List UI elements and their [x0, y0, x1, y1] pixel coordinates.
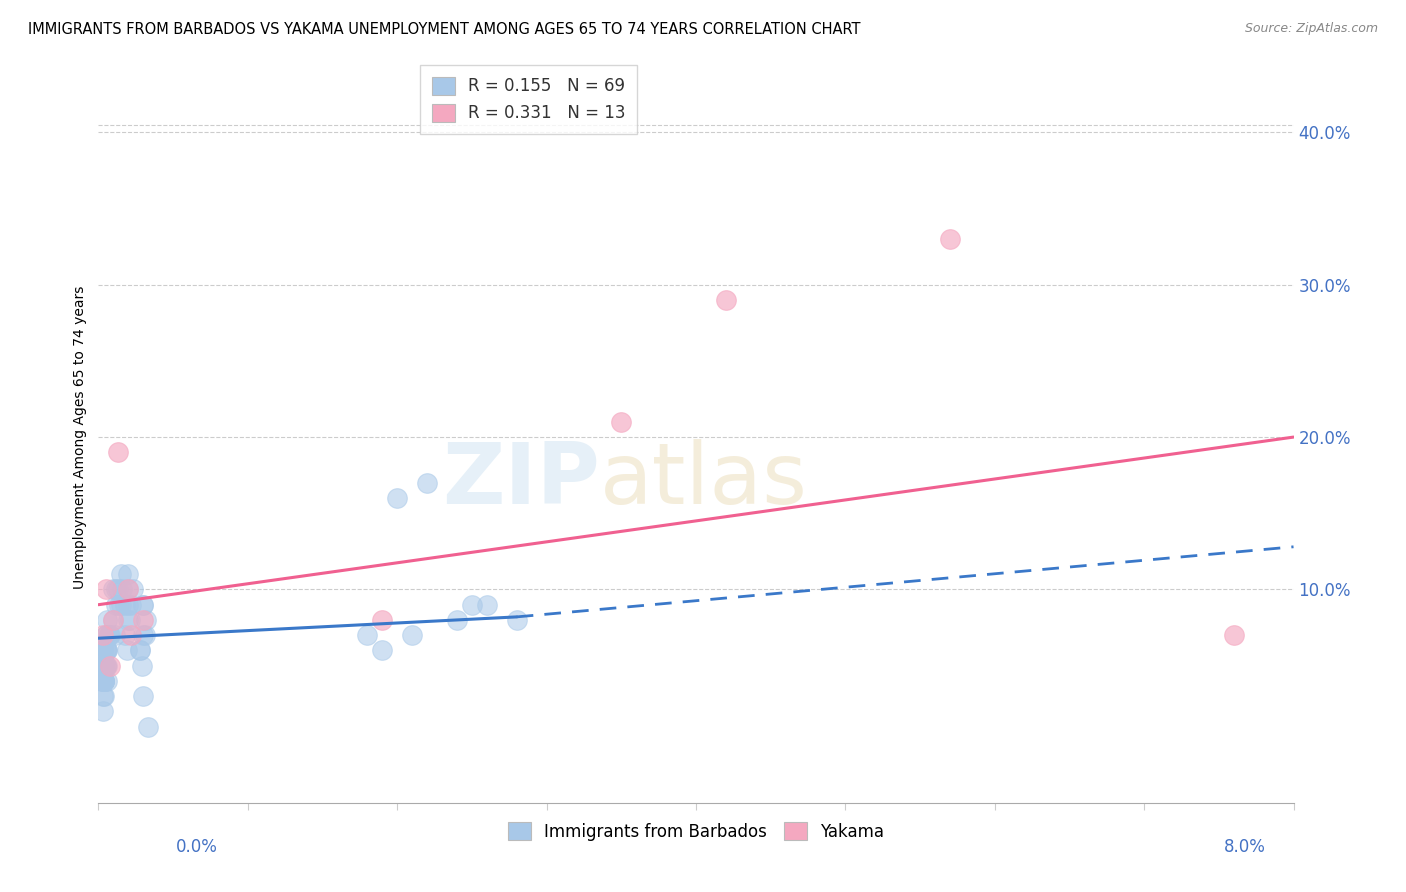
Legend: Immigrants from Barbados, Yakama: Immigrants from Barbados, Yakama [499, 814, 893, 849]
Point [939, 232, 962, 246]
Text: 8.0%: 8.0% [1223, 838, 1265, 855]
Point [416, 475, 439, 490]
Point [135, 613, 157, 627]
Point [132, 689, 155, 703]
Point [94, 658, 117, 673]
Point [91, 658, 114, 673]
Text: Source: ZipAtlas.com: Source: ZipAtlas.com [1244, 22, 1378, 36]
Point [96, 658, 118, 673]
Point [506, 613, 529, 627]
Point [103, 613, 125, 627]
Point [117, 598, 139, 612]
Text: 0.0%: 0.0% [176, 838, 218, 855]
Point [94, 628, 117, 642]
Point [98, 628, 122, 642]
Point [117, 567, 139, 582]
Point [91, 689, 114, 703]
Y-axis label: Unemployment Among Ages 65 to 74 years: Unemployment Among Ages 65 to 74 years [73, 285, 87, 589]
Point [114, 598, 136, 612]
Point [93, 689, 115, 703]
Point [94, 658, 117, 673]
Point [114, 628, 136, 642]
Point [91, 658, 114, 673]
Point [115, 643, 138, 657]
Point [91, 643, 114, 657]
Point [94, 628, 117, 642]
Point [132, 628, 155, 642]
Point [93, 673, 115, 688]
Point [117, 613, 139, 627]
Point [91, 658, 114, 673]
Point [98, 658, 122, 673]
Point [132, 598, 155, 612]
Point [97, 628, 120, 642]
Point [120, 598, 142, 612]
Point [103, 613, 125, 627]
Point [118, 613, 141, 627]
Point [96, 613, 118, 627]
Point [96, 673, 118, 688]
Point [97, 628, 120, 642]
Point [110, 598, 132, 612]
Point [93, 673, 115, 688]
Point [461, 598, 484, 612]
Point [104, 628, 127, 642]
Point [356, 628, 378, 642]
Point [129, 643, 152, 657]
Point [446, 613, 468, 627]
Point [91, 705, 114, 719]
Point [105, 582, 128, 597]
Point [93, 658, 115, 673]
Point [132, 598, 155, 612]
Text: IMMIGRANTS FROM BARBADOS VS YAKAMA UNEMPLOYMENT AMONG AGES 65 TO 74 YEARS CORREL: IMMIGRANTS FROM BARBADOS VS YAKAMA UNEMP… [28, 22, 860, 37]
Point [94, 582, 117, 597]
Point [117, 582, 139, 597]
Point [93, 673, 115, 688]
Point [371, 613, 394, 627]
Point [401, 628, 423, 642]
Point [371, 643, 394, 657]
Point [93, 658, 115, 673]
Point [111, 582, 134, 597]
Point [121, 582, 143, 597]
Point [105, 598, 128, 612]
Point [1223, 628, 1246, 642]
Point [385, 491, 409, 505]
Text: ZIP: ZIP [443, 440, 600, 523]
Point [107, 582, 129, 597]
Point [93, 673, 115, 688]
Point [475, 598, 498, 612]
Point [91, 628, 114, 642]
Point [714, 293, 737, 307]
Point [134, 628, 156, 642]
Point [120, 628, 142, 642]
Point [94, 643, 117, 657]
Point [108, 598, 131, 612]
Point [96, 643, 118, 657]
Point [131, 658, 153, 673]
Point [93, 673, 115, 688]
Point [136, 720, 159, 734]
Point [117, 582, 139, 597]
Point [90, 673, 112, 688]
Point [110, 567, 132, 582]
Point [94, 643, 117, 657]
Point [96, 643, 118, 657]
Point [107, 445, 129, 459]
Point [129, 643, 152, 657]
Text: atlas: atlas [600, 440, 808, 523]
Point [91, 643, 114, 657]
Point [132, 613, 155, 627]
Point [103, 582, 125, 597]
Point [610, 415, 633, 429]
